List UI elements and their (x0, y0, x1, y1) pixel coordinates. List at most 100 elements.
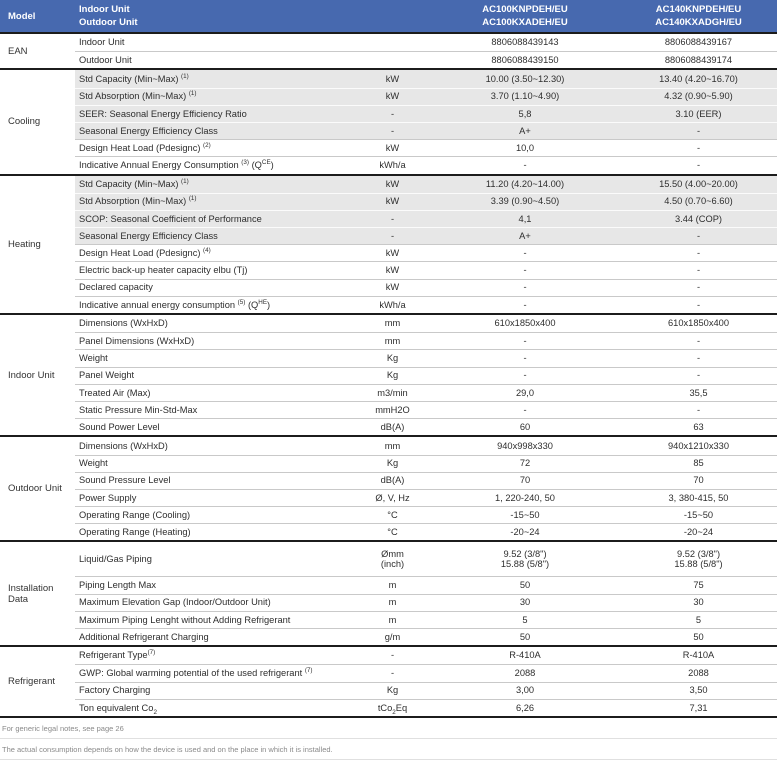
value-model-2: 610x1850x400 (667, 318, 729, 329)
unit-cell: mm (384, 440, 401, 451)
spec-label: Electric back-up heater capacity elbu (T… (79, 265, 248, 276)
value-model-2: 30 (693, 597, 704, 608)
value-model-1: -20~24 (510, 527, 540, 537)
header-indoor-unit-label: Indoor Unit (79, 4, 130, 15)
section-rows: Std Capacity (Min~Max) (1) kW 10.00 (3.50~… (75, 70, 777, 173)
spec-label: SCOP: Seasonal Coefficient of Performanc… (79, 213, 262, 224)
spec-row: Declared capacity kW - - (75, 278, 777, 296)
unit-cell: kW (385, 142, 400, 153)
header-outdoor-unit-label: Outdoor Unit (79, 17, 138, 28)
spec-label: SEER: Seasonal Energy Efficiency Ratio (79, 108, 247, 119)
section-label: Installation Data (8, 582, 54, 605)
value-model-2: - (696, 404, 701, 415)
unit-cell: Kg (386, 370, 399, 381)
header-model-2: AC140KNPDEH/EU AC140KXADGH/EU (620, 0, 777, 32)
value-model-1: 50 (519, 580, 531, 591)
spec-row: Operating Range (Cooling) °C -15~50 -15~50 (75, 506, 777, 523)
spec-label: Dimensions (WxHxD) (79, 318, 168, 329)
footnotes-area: For generic legal notes, see page 26 The… (0, 718, 777, 760)
section-rows: Refrigerant Type(7) - R-410A R-410A GWP: Glo… (75, 647, 777, 716)
section-cooling: Cooling Std Capacity (Min~Max) (1) kW 10.00… (0, 70, 777, 176)
unit-cell: Ø, V, Hz (375, 492, 410, 503)
value-model-1: - (523, 282, 527, 293)
spec-row: SCOP: Seasonal Coefficient of Performanc… (75, 209, 777, 228)
spec-label: Panel Weight (79, 370, 135, 381)
table-header: Model Indoor Unit Outdoor Unit AC100KNPD… (0, 0, 777, 34)
spec-sections: EAN Indoor Unit 8806088439143 8806088439167… (0, 34, 777, 718)
value-model-2: - (696, 353, 701, 364)
value-model-2: - (696, 125, 701, 136)
spec-row: Std Capacity (Min~Max) (1) kW 11.20 (4.20~… (75, 175, 777, 193)
spec-label: Indoor Unit (79, 37, 125, 48)
unit-cell: Kg (386, 685, 399, 696)
value-model-2: 8806088439167 (664, 37, 733, 48)
spec-row: Electric back-up heater capacity elbu (T… (75, 261, 777, 278)
section-label: Cooling (8, 116, 41, 128)
spec-label: Indicative Annual Energy Consumption (3)… (79, 158, 274, 171)
value-model-2: 8806088439174 (664, 54, 733, 65)
spec-label: Indicative annual energy consumption (5)… (79, 298, 271, 310)
spec-row: Dimensions (WxHxD) mm 940x998x330 940x1210x… (75, 437, 777, 454)
spec-row: Ton equivalent Co2 tCo2Eq 6,26 7,31 (75, 698, 777, 716)
spec-label: Factory Charging (79, 685, 151, 696)
spec-row: Std Absorption (Min~Max) (1) kW 3.39 (0.90… (75, 192, 777, 210)
section-rows: Indoor Unit 8806088439143 8806088439167 Out… (75, 34, 777, 68)
legal-note: For generic legal notes, see page 26 (2, 723, 124, 733)
spec-row: Dimensions (WxHxD) mm 610x1850x400 610x1850… (75, 315, 777, 332)
header-unit-column-spacer (355, 0, 430, 32)
header-unit-type-labels: Indoor Unit Outdoor Unit (75, 0, 355, 32)
spec-row: Seasonal Energy Efficiency Class - A+ - (75, 121, 777, 140)
value-model-1: 8806088439150 (491, 54, 559, 65)
value-model-2: 13.40 (4.20~16.70) (659, 73, 738, 84)
spec-label: Weight (79, 458, 108, 469)
unit-cell: kW (385, 91, 400, 102)
spec-label: Additional Refrigerant Charging (79, 631, 209, 642)
unit-cell: tCo2Eq (377, 702, 408, 716)
value-model-2: 75 (693, 580, 704, 591)
spec-label: Weight (79, 353, 108, 364)
spec-row: Indicative Annual Energy Consumption (3)… (75, 156, 777, 173)
spec-row: Sound Pressure Level dB(A) 70 70 (75, 471, 777, 489)
spec-row: Maximum Piping Lenght without Adding Ref… (75, 610, 777, 628)
section-ean: EAN Indoor Unit 8806088439143 8806088439167… (0, 34, 777, 71)
spec-row: Treated Air (Max) m3/min 29,0 35,5 (75, 383, 777, 401)
value-model-2: R-410A (682, 650, 715, 661)
spec-label: Piping Length Max (79, 580, 157, 591)
spec-row: Indoor Unit 8806088439143 8806088439167 (75, 34, 777, 51)
value-model-1: 6,26 (515, 702, 535, 713)
spec-label: Outdoor Unit (79, 54, 132, 65)
unit-cell: - (390, 650, 395, 661)
value-model-1: - (523, 404, 527, 415)
section-outdoor-unit: Outdoor Unit Dimensions (WxHxD) mm 940x998x… (0, 437, 777, 543)
spec-label: Operating Range (Cooling) (79, 509, 191, 520)
spec-row: SEER: Seasonal Energy Efficiency Ratio - 5… (75, 104, 777, 122)
spec-label: Sound Power Level (79, 421, 160, 432)
value-model-1: - (523, 299, 527, 310)
section-heating: Heating Std Capacity (Min~Max) (1) kW 11.20… (0, 175, 777, 315)
value-model-1: 3,00 (515, 685, 535, 696)
section-rows: Dimensions (WxHxD) mm 610x1850x400 610x1850… (75, 315, 777, 435)
spec-label: Std Absorption (Min~Max) (1) (79, 195, 197, 207)
value-model-1: - (523, 335, 527, 346)
unit-cell: mmH2O (375, 404, 410, 415)
value-model-1: 70 (519, 475, 531, 486)
unit-cell: Kg (386, 458, 399, 469)
value-model-1: - (523, 353, 527, 364)
unit-cell: kW (385, 73, 400, 84)
section-indoor-unit: Indoor Unit Dimensions (WxHxD) mm 610x1850x… (0, 315, 777, 438)
value-model-1: 3.70 (1.10~4.90) (490, 91, 560, 102)
footnote-divider (0, 737, 777, 739)
value-model-2: - (696, 248, 701, 258)
value-model-2: 3.44 (COP) (674, 213, 722, 224)
value-model-1: R-410A (509, 650, 541, 661)
value-model-2: 63 (693, 421, 704, 432)
spec-label: Maximum Piping Lenght without Adding Ref… (79, 614, 291, 625)
value-model-1: 30 (519, 597, 531, 608)
unit-cell: kWh/a (379, 160, 406, 171)
spec-label: Maximum Elevation Gap (Indoor/Outdoor Un… (79, 597, 271, 608)
value-model-1: - (523, 265, 527, 276)
unit-cell: - (390, 213, 395, 224)
value-model-2: - (696, 160, 701, 171)
spec-row: Power Supply Ø, V, Hz 1, 220-240, 50 3, 380… (75, 488, 777, 506)
